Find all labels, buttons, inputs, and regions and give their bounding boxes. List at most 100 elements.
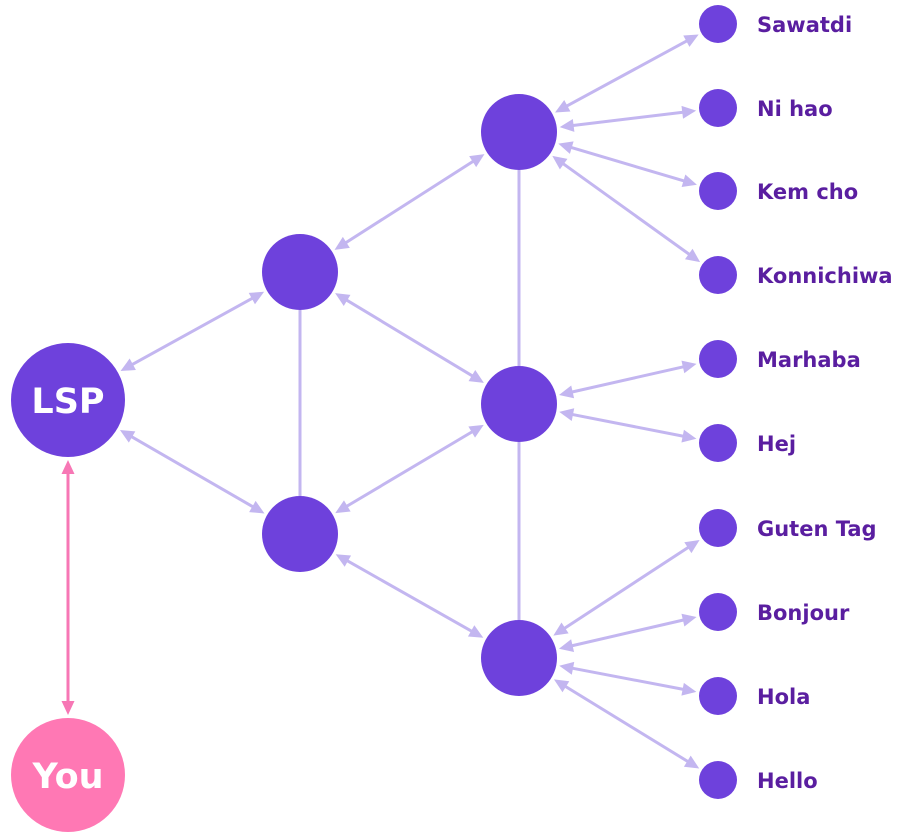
edge-line bbox=[569, 666, 686, 692]
node-circle bbox=[699, 89, 737, 127]
arrowhead-end bbox=[684, 540, 700, 554]
arrowhead-end bbox=[681, 105, 697, 119]
edge-line bbox=[560, 161, 692, 257]
node-a bbox=[262, 234, 338, 310]
arrowhead-end bbox=[469, 154, 485, 168]
arrowhead-start bbox=[553, 622, 569, 636]
edge-c-leaf0 bbox=[555, 34, 699, 113]
node-label: LSP bbox=[31, 382, 104, 422]
node-lsp: LSP bbox=[11, 343, 125, 457]
edge-line bbox=[129, 295, 256, 367]
arrowhead-start bbox=[552, 155, 568, 170]
node-circle bbox=[699, 256, 737, 294]
edge-line bbox=[562, 684, 691, 764]
edge-e-leaf9 bbox=[553, 679, 700, 769]
leaf-node: Ni hao bbox=[699, 89, 833, 127]
greeting-label: Bonjour bbox=[757, 601, 850, 625]
arrowhead-start bbox=[335, 500, 351, 514]
edge-line bbox=[343, 297, 476, 379]
edge-c-leaf1 bbox=[559, 105, 697, 132]
arrowhead-start bbox=[553, 679, 570, 693]
edge-line bbox=[344, 429, 475, 509]
node-circle bbox=[262, 234, 338, 310]
leaf-node: Hello bbox=[699, 761, 818, 799]
arrowhead-end bbox=[681, 613, 697, 627]
greeting-label: Ni hao bbox=[757, 97, 833, 121]
nodes: LSP You Sawatdi Ni hao Kem cho Konnichiwa Marh… bbox=[11, 5, 893, 832]
leaf-node: Kem cho bbox=[699, 172, 858, 210]
node-circle bbox=[262, 496, 338, 572]
edge-c-leaf2 bbox=[558, 141, 697, 187]
arrowhead-end bbox=[248, 291, 265, 305]
arrowhead-start bbox=[559, 118, 575, 132]
edge-e-leaf6 bbox=[553, 540, 700, 636]
edge-lsp-you bbox=[61, 460, 75, 715]
leaf-node: Sawatdi bbox=[699, 5, 852, 43]
arrowhead-start bbox=[559, 408, 575, 421]
arrowhead-end bbox=[61, 701, 75, 715]
edge-line bbox=[564, 38, 690, 109]
arrowhead-end bbox=[468, 424, 484, 438]
node-c bbox=[481, 94, 557, 170]
edge-line bbox=[128, 434, 256, 510]
leaf-node: Hola bbox=[699, 677, 810, 715]
edge-line bbox=[568, 145, 687, 184]
node-circle bbox=[699, 509, 737, 547]
node-circle bbox=[481, 366, 557, 442]
edge-line bbox=[569, 618, 686, 648]
arrowhead-end bbox=[681, 429, 697, 443]
node-circle bbox=[11, 343, 125, 457]
leaf-node: Konnichiwa bbox=[699, 256, 893, 294]
greeting-label: Guten Tag bbox=[757, 517, 877, 541]
edge-b-d bbox=[335, 424, 484, 514]
greeting-label: Hola bbox=[757, 685, 810, 709]
leaf-node: Marhaba bbox=[699, 340, 861, 378]
greeting-label: Marhaba bbox=[757, 348, 861, 372]
edge-line bbox=[343, 158, 476, 246]
node-circle bbox=[699, 340, 737, 378]
arrowhead-start bbox=[120, 358, 136, 372]
arrowhead-start bbox=[559, 661, 575, 675]
edge-d-leaf5 bbox=[559, 408, 697, 443]
node-circle bbox=[699, 5, 737, 43]
arrowhead-end bbox=[467, 625, 484, 638]
node-circle bbox=[699, 172, 737, 210]
node-e bbox=[481, 620, 557, 696]
arrowhead-end bbox=[681, 682, 697, 696]
node-label: You bbox=[31, 757, 103, 797]
arrowhead-end bbox=[249, 500, 265, 514]
greeting-label: Konnichiwa bbox=[757, 264, 893, 288]
node-circle bbox=[481, 620, 557, 696]
edge-line bbox=[570, 110, 686, 128]
edge-b-e bbox=[335, 554, 484, 638]
edge-e-leaf7 bbox=[558, 613, 697, 652]
edge-c-leaf3 bbox=[552, 155, 701, 263]
edge-line bbox=[569, 364, 686, 394]
greeting-label: Hello bbox=[757, 769, 818, 793]
edge-line bbox=[344, 558, 475, 634]
node-b bbox=[262, 496, 338, 572]
edge-lsp-a bbox=[120, 291, 265, 372]
edge-a-d bbox=[335, 293, 484, 383]
edge-line bbox=[561, 544, 692, 631]
arrowhead-start bbox=[119, 430, 136, 443]
node-d bbox=[481, 366, 557, 442]
arrowhead-start bbox=[335, 293, 351, 306]
node-you: You bbox=[11, 718, 125, 832]
edge-e-leaf8 bbox=[559, 661, 697, 696]
arrowhead-end bbox=[683, 34, 699, 47]
node-circle bbox=[481, 94, 557, 170]
node-circle bbox=[699, 424, 737, 462]
node-circle bbox=[699, 761, 737, 799]
greeting-label: Hej bbox=[757, 432, 796, 456]
node-circle bbox=[699, 593, 737, 631]
leaf-node: Bonjour bbox=[699, 593, 850, 631]
edge-lsp-b bbox=[119, 430, 265, 514]
edge-d-leaf4 bbox=[558, 360, 697, 399]
arrowhead-end bbox=[683, 755, 700, 769]
node-circle bbox=[11, 718, 125, 832]
arrowhead-start bbox=[335, 554, 352, 567]
arrowhead-start bbox=[555, 100, 571, 113]
greeting-label: Sawatdi bbox=[757, 13, 852, 37]
